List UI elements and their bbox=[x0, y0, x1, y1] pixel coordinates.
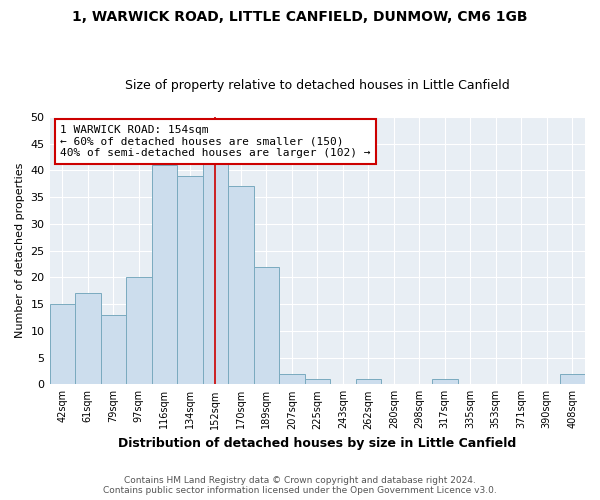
Bar bbox=[75, 294, 101, 384]
Bar bbox=[305, 379, 330, 384]
Bar bbox=[279, 374, 305, 384]
Text: 1 WARWICK ROAD: 154sqm
← 60% of detached houses are smaller (150)
40% of semi-de: 1 WARWICK ROAD: 154sqm ← 60% of detached… bbox=[60, 125, 371, 158]
Bar bbox=[152, 165, 177, 384]
Bar bbox=[203, 160, 228, 384]
Bar bbox=[101, 314, 126, 384]
Title: Size of property relative to detached houses in Little Canfield: Size of property relative to detached ho… bbox=[125, 79, 509, 92]
Bar bbox=[560, 374, 585, 384]
Bar bbox=[177, 176, 203, 384]
Bar bbox=[228, 186, 254, 384]
Bar bbox=[254, 266, 279, 384]
Bar bbox=[432, 379, 458, 384]
Bar bbox=[50, 304, 75, 384]
Bar bbox=[126, 278, 152, 384]
Text: 1, WARWICK ROAD, LITTLE CANFIELD, DUNMOW, CM6 1GB: 1, WARWICK ROAD, LITTLE CANFIELD, DUNMOW… bbox=[72, 10, 528, 24]
Bar bbox=[356, 379, 381, 384]
Y-axis label: Number of detached properties: Number of detached properties bbox=[15, 163, 25, 338]
Text: Contains HM Land Registry data © Crown copyright and database right 2024.
Contai: Contains HM Land Registry data © Crown c… bbox=[103, 476, 497, 495]
X-axis label: Distribution of detached houses by size in Little Canfield: Distribution of detached houses by size … bbox=[118, 437, 517, 450]
